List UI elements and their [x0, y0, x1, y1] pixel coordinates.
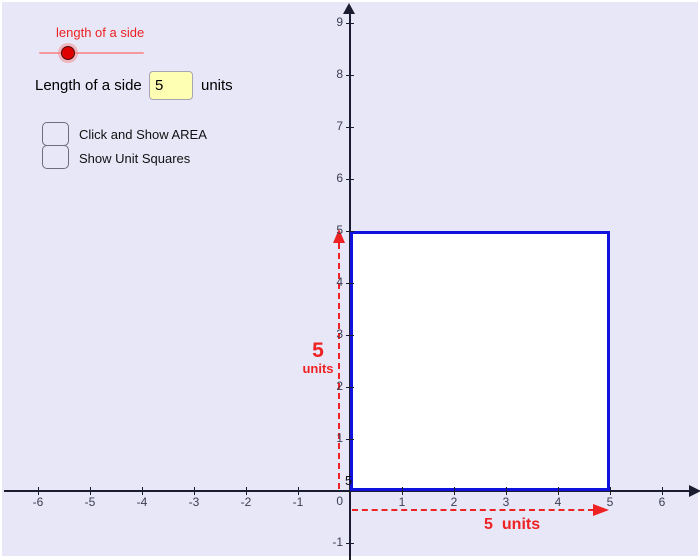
y-tick-label: 8 [336, 67, 343, 81]
x-tick-label: -4 [136, 495, 148, 509]
x-tick-label: -3 [188, 495, 200, 509]
square-vertex-label: 5 [345, 473, 353, 488]
y-tick-label: 1 [336, 431, 343, 445]
y-tick [346, 178, 354, 180]
x-tick-label: 3 [502, 495, 510, 509]
checkbox-show-unit-squares-label[interactable]: Show Unit Squares [79, 151, 191, 166]
y-tick [346, 334, 354, 336]
left-measure-unit: units [302, 361, 334, 377]
up-arrow-icon [333, 229, 345, 243]
checkbox-show-area[interactable] [42, 122, 69, 146]
x-tick [661, 487, 663, 495]
slider-thumb-dot [61, 46, 75, 60]
y-tick-label: 3 [336, 327, 343, 341]
bottom-measure-value: 5 [484, 516, 493, 533]
y-tick [346, 438, 354, 440]
origin-tick-label: 0 [336, 494, 343, 508]
bottom-measure-unit: units [501, 516, 541, 533]
x-tick-label: -5 [84, 495, 96, 509]
x-tick [609, 487, 611, 495]
slider-thumb[interactable] [58, 43, 78, 63]
y-tick [346, 386, 354, 388]
x-tick-label: -1 [292, 495, 304, 509]
y-tick [346, 126, 354, 128]
checkbox-show-unit-squares[interactable] [42, 145, 69, 169]
length-label: Length of a side [35, 77, 142, 94]
y-tick-label: 5 [336, 223, 343, 237]
y-axis-arrow-icon [343, 3, 355, 14]
checkbox-show-area-label[interactable]: Click and Show AREA [79, 127, 207, 142]
y-tick [346, 282, 354, 284]
y-tick-label: 2 [336, 379, 343, 393]
x-tick-label: 1 [398, 495, 406, 509]
x-tick-label: 4 [554, 495, 562, 509]
x-tick-label: -2 [240, 495, 252, 509]
y-tick-label: 6 [336, 171, 343, 185]
left-measure-value: 5 [312, 339, 324, 362]
square-shape [350, 231, 610, 491]
side-length-slider[interactable] [39, 52, 144, 54]
x-tick-label: 2 [450, 495, 458, 509]
x-tick [453, 487, 455, 495]
x-tick [89, 487, 91, 495]
x-tick-label: 5 [606, 495, 614, 509]
x-tick [141, 487, 143, 495]
slider-label: length of a side [56, 25, 145, 40]
y-tick-label: 7 [336, 119, 343, 133]
y-tick [346, 230, 354, 232]
x-tick [505, 487, 507, 495]
x-tick [193, 487, 195, 495]
y-tick [346, 74, 354, 76]
right-arrow-icon [593, 504, 609, 516]
x-tick [557, 487, 559, 495]
y-tick [346, 542, 354, 544]
x-tick-label: 6 [658, 495, 666, 509]
x-tick [297, 487, 299, 495]
length-units-label: units [201, 77, 233, 94]
y-tick-label: -1 [332, 535, 343, 549]
bottom-side-measure-label: 5 units [484, 516, 540, 534]
x-tick [37, 487, 39, 495]
x-tick [245, 487, 247, 495]
x-tick [401, 487, 403, 495]
left-side-measure-label: 5 units [288, 339, 348, 376]
x-axis [4, 490, 694, 492]
left-dashed-line [338, 243, 340, 489]
y-tick-label: 9 [336, 15, 343, 29]
side-length-input[interactable] [149, 71, 193, 100]
x-axis-arrow-icon [689, 485, 700, 497]
y-tick-label: 4 [336, 275, 343, 289]
x-tick-label: -6 [32, 495, 44, 509]
y-tick [346, 22, 354, 24]
bottom-dashed-line [352, 509, 594, 511]
